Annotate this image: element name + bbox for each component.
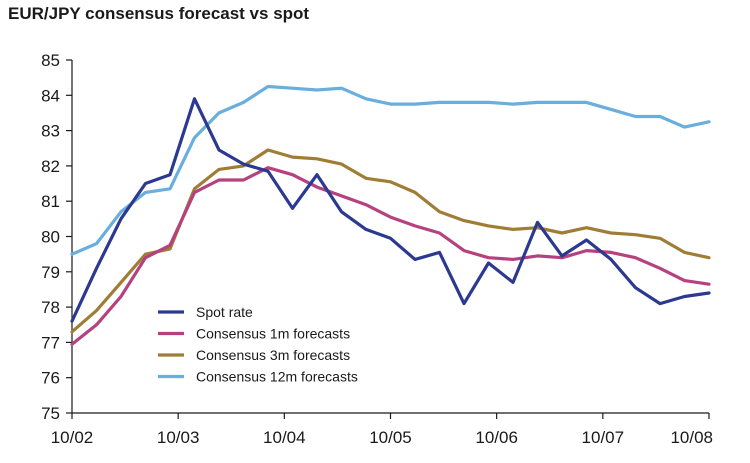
x-tick-label: 10/08 <box>670 428 713 447</box>
y-tick-label: 80 <box>41 228 60 247</box>
x-tick-label: 10/02 <box>51 428 94 447</box>
x-axis-ticks: 10/02 10/03 10/04 10/05 10/06 10/07 10/08 <box>51 413 713 447</box>
y-tick-label: 83 <box>41 122 60 141</box>
legend-label: Spot rate <box>196 304 253 320</box>
x-tick-label: 10/04 <box>263 428 306 447</box>
y-tick-label: 75 <box>41 404 60 423</box>
legend-label: Consensus 1m forecasts <box>196 326 350 342</box>
legend: Spot rate Consensus 1m forecasts Consensus… <box>158 304 358 385</box>
x-tick-label: 10/03 <box>157 428 200 447</box>
series-line-consensus-1m-forecasts <box>70 166 711 346</box>
y-tick-label: 77 <box>41 333 60 352</box>
y-tick-label: 78 <box>41 298 60 317</box>
series-line-spot-rate <box>70 97 711 323</box>
y-tick-label: 81 <box>41 192 60 211</box>
legend-label: Consensus 12m forecasts <box>196 369 358 385</box>
y-axis-ticks: 75 76 77 78 79 80 81 82 83 84 85 <box>41 51 72 423</box>
legend-label: Consensus 3m forecasts <box>196 347 350 363</box>
y-tick-label: 76 <box>41 369 60 388</box>
x-tick-label: 10/06 <box>475 428 518 447</box>
y-tick-label: 84 <box>41 86 60 105</box>
x-tick-label: 10/05 <box>369 428 412 447</box>
y-tick-label: 79 <box>41 263 60 282</box>
y-tick-label: 85 <box>41 51 60 70</box>
x-tick-label: 10/07 <box>582 428 625 447</box>
chart-title: EUR/JPY consensus forecast vs spot <box>8 4 310 23</box>
series-lines <box>70 84 711 346</box>
y-tick-label: 82 <box>41 157 60 176</box>
series-line-consensus-12m-forecasts <box>70 84 711 256</box>
